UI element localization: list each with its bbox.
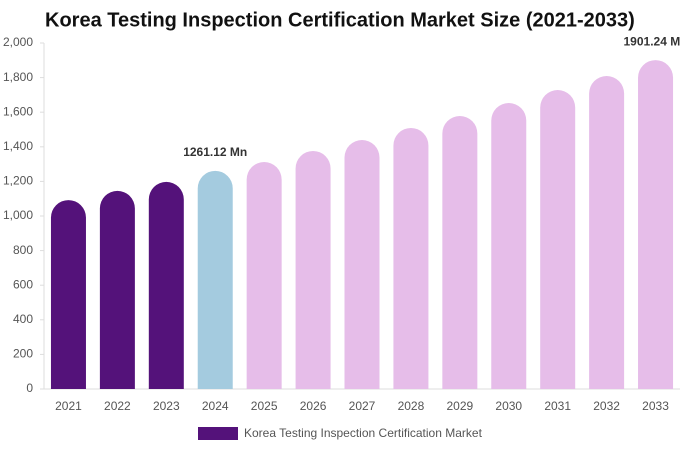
bar — [344, 140, 380, 389]
x-tick-label: 2025 — [251, 399, 278, 413]
legend-swatch — [198, 427, 238, 440]
chart-title: Korea Testing Inspection Certification M… — [45, 9, 635, 31]
y-tick-label: 1,400 — [3, 139, 33, 153]
bar — [442, 116, 478, 389]
y-tick-label: 800 — [13, 243, 33, 257]
y-tick-label: 1,600 — [3, 104, 33, 118]
bar — [99, 190, 135, 389]
x-tick-label: 2023 — [153, 399, 180, 413]
y-tick-label: 400 — [13, 312, 33, 326]
x-tick-label: 2028 — [398, 399, 425, 413]
x-tick-label: 2022 — [104, 399, 131, 413]
x-tick-label: 2029 — [446, 399, 473, 413]
y-tick-label: 2,000 — [3, 35, 33, 49]
x-tick-label: 2033 — [642, 399, 669, 413]
y-tick-label: 200 — [13, 347, 33, 361]
y-tick-label: 1,200 — [3, 174, 33, 188]
bar — [589, 76, 625, 390]
bar — [148, 181, 184, 389]
x-tick-label: 2024 — [202, 399, 229, 413]
x-tick-label: 2021 — [55, 399, 82, 413]
value-label: 1901.24 Mn — [624, 34, 680, 48]
bar — [197, 170, 233, 389]
y-tick-label: 600 — [13, 277, 33, 291]
bar — [491, 103, 527, 389]
bar — [393, 127, 429, 390]
y-tick-label: 1,000 — [3, 208, 33, 222]
bar — [295, 150, 331, 389]
y-tick-label: 1,800 — [3, 70, 33, 84]
value-label: 1261.12 Mn — [183, 145, 247, 159]
legend-label: Korea Testing Inspection Certification M… — [244, 426, 483, 440]
bar — [540, 90, 576, 389]
bar — [50, 200, 86, 389]
x-tick-label: 2030 — [495, 399, 522, 413]
bar — [638, 60, 674, 389]
bar — [246, 162, 282, 389]
x-tick-label: 2031 — [544, 399, 571, 413]
x-tick-label: 2032 — [593, 399, 620, 413]
x-tick-label: 2026 — [300, 399, 327, 413]
x-tick-label: 2027 — [349, 399, 376, 413]
y-tick-label: 0 — [26, 381, 33, 395]
